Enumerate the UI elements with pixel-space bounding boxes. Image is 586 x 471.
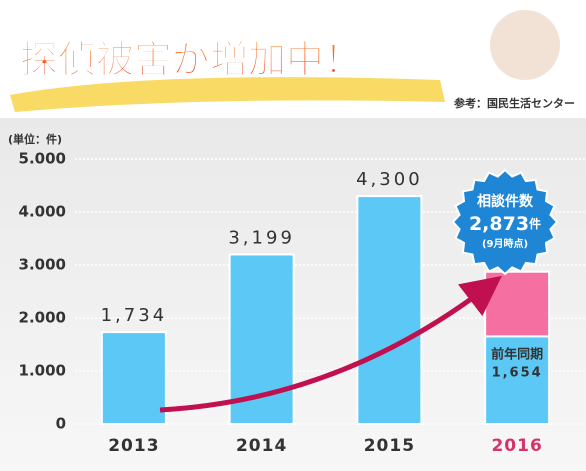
growth-arrow xyxy=(159,275,502,413)
person-illustration xyxy=(490,10,560,80)
bar xyxy=(484,335,551,426)
callout-title: 相談件数 xyxy=(477,193,534,210)
y-tick-label: 5.000 xyxy=(19,150,66,168)
source: 参考：国民生活センター xyxy=(454,96,575,110)
callout-total-value: 2,873 xyxy=(469,213,529,235)
brush-stroke xyxy=(10,77,445,112)
chart-title: 探偵被害が増加中！ xyxy=(20,38,362,82)
value-label: 1,734 xyxy=(101,305,168,326)
x-tick-label: 2014 xyxy=(236,436,287,456)
segment-label: 前年同期 xyxy=(491,347,543,363)
value-label: 1,654 xyxy=(492,366,543,381)
bar xyxy=(484,270,551,338)
bar xyxy=(100,331,167,425)
x-tick-label: 2013 xyxy=(108,436,159,456)
y-tick-label: 0 xyxy=(56,415,66,433)
value-label: 3,199 xyxy=(228,227,295,248)
callout-unit: 件 xyxy=(529,216,541,231)
bar xyxy=(356,195,423,425)
callout-badge xyxy=(451,168,559,276)
x-tick-label: 2015 xyxy=(364,436,415,456)
value-label: 4,300 xyxy=(356,169,423,190)
y-tick-label: 1.000 xyxy=(19,362,66,380)
callout-note: (9月時点) xyxy=(482,237,528,250)
callout-total: 2,873件 xyxy=(469,213,541,235)
y-tick-label: 2.000 xyxy=(19,309,66,327)
unit-label: (単位：件) xyxy=(8,132,62,146)
x-tick-label: 2016 xyxy=(491,436,542,456)
y-tick-label: 3.000 xyxy=(19,256,66,274)
y-tick-label: 4.000 xyxy=(19,203,66,221)
